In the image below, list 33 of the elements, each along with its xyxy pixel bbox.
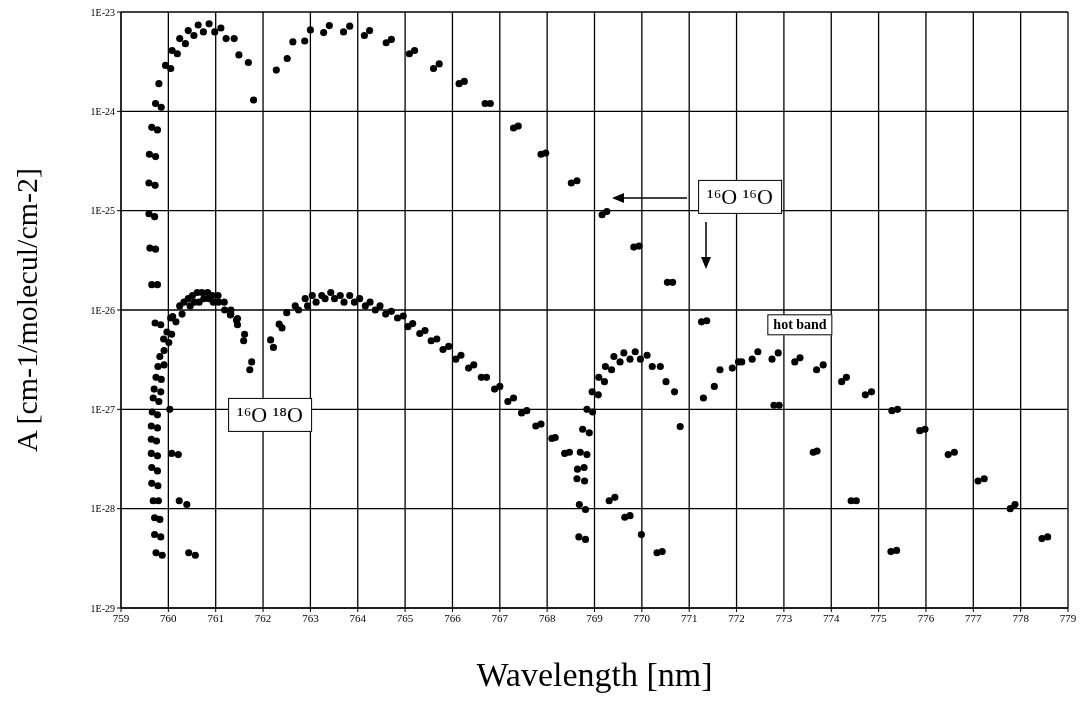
y-tick-label: 1E-27: [90, 403, 115, 415]
annotation: ¹⁶O ¹⁶O: [698, 179, 782, 215]
y-tick-label: 1E-28: [90, 503, 115, 515]
x-tick-label: 763: [302, 611, 320, 624]
y-tick-label: 1E-29: [90, 602, 115, 614]
x-tick-label: 772: [728, 611, 745, 624]
x-tick-label: 760: [160, 611, 178, 624]
x-tick-label: 777: [965, 611, 983, 624]
annotation: ¹⁶O ¹⁸O: [228, 397, 312, 433]
x-tick-label: 779: [1059, 611, 1077, 624]
x-tick-label: 774: [823, 611, 840, 624]
x-tick-label: 766: [444, 611, 462, 624]
x-tick-label: 771: [680, 611, 698, 624]
x-tick-label: 765: [396, 611, 414, 624]
y-tick-label: 1E-24: [90, 105, 115, 117]
x-tick-label: 778: [1012, 611, 1030, 624]
x-tick-label: 768: [538, 611, 556, 624]
y-tick-label: 1E-23: [90, 6, 115, 18]
x-tick-label: 759: [112, 611, 130, 624]
x-axis-title: Wavelength [nm]: [476, 656, 713, 693]
x-tick-label: 761: [207, 611, 224, 624]
x-tick-label: 762: [254, 611, 272, 624]
x-tick-label: 773: [775, 611, 793, 624]
x-tick-label: 776: [917, 611, 935, 624]
y-tick-label: 1E-25: [90, 205, 115, 217]
x-tick-label: 767: [491, 611, 509, 624]
y-tick-label: 1E-26: [90, 304, 115, 316]
annotation: hot band: [767, 314, 833, 336]
y-axis-title: A [cm-1/molecul/cm-2]: [9, 167, 43, 453]
x-tick-label: 769: [586, 611, 604, 624]
x-tick-label: 764: [349, 611, 367, 624]
x-tick-label: 775: [870, 611, 888, 624]
x-tick-label: 770: [633, 611, 651, 624]
